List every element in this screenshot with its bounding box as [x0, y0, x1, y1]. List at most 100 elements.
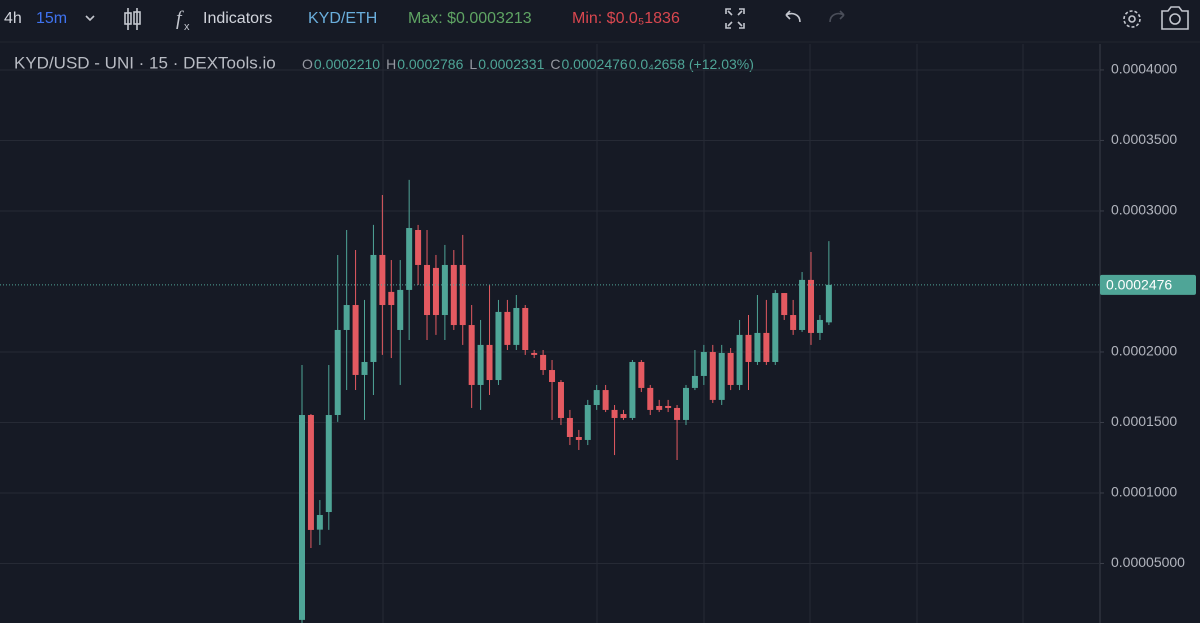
- indicators-icon-sub[interactable]: x: [184, 21, 190, 33]
- ohlc-l: 0.0002331: [478, 56, 544, 72]
- candle-body: [674, 407, 681, 420]
- candle-body: [325, 415, 332, 513]
- ohlc-o-label: O: [302, 56, 313, 72]
- candle-body: [575, 437, 582, 440]
- icon-stroke: [124, 12, 132, 25]
- candle-body: [656, 405, 663, 410]
- icon-stroke: [133, 11, 141, 25]
- candle-body: [718, 352, 725, 400]
- candle-body: [406, 228, 413, 290]
- candle-body: [334, 329, 341, 416]
- candle-body: [459, 264, 466, 326]
- candle-body: [352, 305, 359, 375]
- ohlc-h: 0.0002786: [397, 56, 463, 72]
- candle-body: [450, 264, 457, 326]
- redo-icon[interactable]: [829, 10, 845, 23]
- candle-body: [700, 351, 707, 376]
- candle-body: [611, 409, 618, 418]
- candle-body: [691, 375, 698, 388]
- candle-body: [477, 344, 484, 385]
- ohlc-text: O0.0002210 H0.0002786 L0.0002331 C0.0002476…: [302, 56, 754, 72]
- candle-body: [307, 415, 314, 530]
- ohlc-c-label: C: [550, 56, 560, 72]
- candle-type-icon[interactable]: [124, 8, 141, 30]
- y-tick-label: 0.0004000: [1111, 61, 1177, 77]
- interval-15m[interactable]: 15m: [36, 10, 67, 27]
- candle-body: [799, 279, 806, 330]
- candle-body: [825, 284, 832, 323]
- candle-body: [790, 315, 797, 330]
- candle-body: [415, 229, 422, 265]
- y-tick-label: 0.0003000: [1111, 202, 1177, 218]
- ohlc-c: 0.0002476: [562, 56, 628, 72]
- fullscreen-icon[interactable]: [725, 8, 745, 29]
- candle-body: [709, 351, 716, 400]
- candle-body: [629, 361, 636, 418]
- candle-body: [816, 319, 823, 333]
- y-tick-label: 0.0003500: [1111, 131, 1177, 147]
- candle-body: [343, 305, 350, 330]
- candle-body: [772, 293, 779, 362]
- candle-body: [424, 264, 431, 316]
- candle-body: [432, 267, 439, 316]
- candle-body: [557, 382, 564, 418]
- candle-body: [745, 334, 752, 362]
- candle-body: [388, 291, 395, 306]
- candle-body: [495, 311, 502, 381]
- ohlc-change: 0.0₄2658 (+12.03%): [629, 56, 754, 72]
- candle-body: [299, 415, 305, 620]
- last-price-label: 0.0002476: [1106, 277, 1172, 293]
- ohlc-legend: O0.0002210 H0.0002786 L0.0002331 C0.0002476…: [302, 56, 754, 72]
- symbol-title: KYD/USD - UNI · 15 · DEXTools.io: [14, 53, 276, 72]
- candle-body: [620, 414, 627, 418]
- icon-stroke: [1169, 13, 1181, 25]
- candle-body: [566, 417, 573, 438]
- candle-body: [781, 293, 788, 316]
- candle-body: [522, 307, 529, 350]
- indicators-icon[interactable]: f: [176, 8, 184, 30]
- candle-body: [682, 387, 689, 420]
- candle-body: [754, 332, 761, 362]
- candle-body: [665, 405, 672, 408]
- candle-body: [370, 254, 377, 362]
- ohlc-l-label: L: [469, 56, 477, 72]
- candle-body: [638, 361, 645, 388]
- candle-body: [727, 352, 734, 385]
- ohlc-o: 0.0002210: [314, 56, 380, 72]
- icon-stroke: [1161, 6, 1189, 30]
- candle-body: [361, 361, 368, 375]
- indicators-button[interactable]: Indicators: [203, 10, 272, 27]
- icon-stroke: [1123, 10, 1141, 28]
- candle-body: [647, 387, 654, 410]
- y-tick-label: 0.0001500: [1111, 413, 1177, 429]
- candle-body: [504, 311, 511, 345]
- settings-icon[interactable]: [1123, 10, 1141, 28]
- y-tick-label: 0.00005000: [1111, 554, 1185, 570]
- pair-button[interactable]: KYD/ETH: [308, 10, 377, 27]
- interval-4h[interactable]: 4h: [4, 10, 22, 27]
- candle-body: [379, 254, 386, 306]
- screenshot-icon[interactable]: [1161, 6, 1189, 30]
- candle-body: [736, 334, 743, 385]
- y-tick-label: 0.0002000: [1111, 343, 1177, 359]
- candle-body: [763, 332, 770, 362]
- max-price: Max: $0.0003213: [408, 10, 532, 27]
- candle-body: [584, 404, 591, 440]
- candle-body: [808, 279, 815, 333]
- ohlc-h-label: H: [386, 56, 396, 72]
- candle-body: [593, 390, 600, 405]
- candle-body: [468, 325, 475, 385]
- candle-body: [513, 307, 520, 345]
- icon-stroke: [1128, 15, 1136, 23]
- candle-body: [540, 354, 547, 371]
- candle-body: [486, 344, 493, 381]
- candle-body: [316, 514, 323, 530]
- candle-body: [531, 352, 538, 355]
- interval-dropdown[interactable]: [85, 15, 95, 22]
- undo-icon[interactable]: [785, 10, 801, 23]
- candle-body: [397, 289, 404, 330]
- candle-body: [549, 370, 556, 383]
